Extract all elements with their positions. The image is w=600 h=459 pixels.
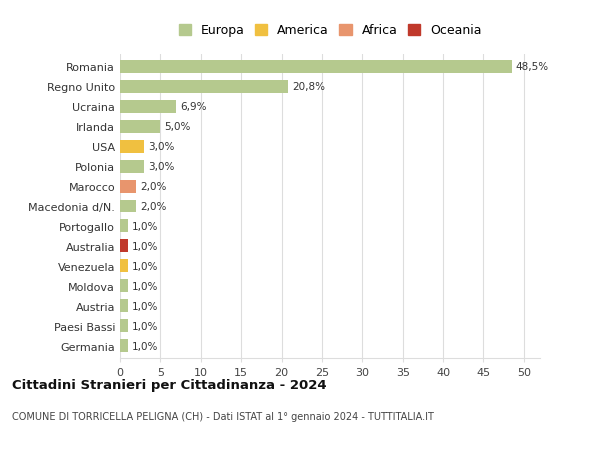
Bar <box>120 160 144 173</box>
Text: 1,0%: 1,0% <box>132 261 158 271</box>
Bar <box>120 260 128 273</box>
Bar <box>120 180 136 193</box>
Bar <box>120 220 128 233</box>
Text: 1,0%: 1,0% <box>132 321 158 331</box>
Legend: Europa, America, Africa, Oceania: Europa, America, Africa, Oceania <box>176 22 484 40</box>
Text: 2,0%: 2,0% <box>140 182 167 191</box>
Text: 5,0%: 5,0% <box>164 122 191 132</box>
Bar <box>120 101 176 113</box>
Bar <box>120 300 128 313</box>
Bar <box>120 140 144 153</box>
Text: 1,0%: 1,0% <box>132 301 158 311</box>
Bar <box>120 61 512 73</box>
Text: 3,0%: 3,0% <box>148 162 175 172</box>
Bar <box>120 280 128 293</box>
Bar <box>120 200 136 213</box>
Text: 1,0%: 1,0% <box>132 341 158 351</box>
Text: 48,5%: 48,5% <box>516 62 549 72</box>
Text: 1,0%: 1,0% <box>132 241 158 252</box>
Bar <box>120 319 128 333</box>
Text: COMUNE DI TORRICELLA PELIGNA (CH) - Dati ISTAT al 1° gennaio 2024 - TUTTITALIA.I: COMUNE DI TORRICELLA PELIGNA (CH) - Dati… <box>12 411 434 421</box>
Text: 2,0%: 2,0% <box>140 202 167 212</box>
Text: 1,0%: 1,0% <box>132 281 158 291</box>
Bar <box>120 120 160 133</box>
Bar <box>120 340 128 353</box>
Bar <box>120 240 128 253</box>
Text: 6,9%: 6,9% <box>180 102 206 112</box>
Bar <box>120 80 288 94</box>
Text: 3,0%: 3,0% <box>148 142 175 152</box>
Text: 20,8%: 20,8% <box>292 82 325 92</box>
Text: 1,0%: 1,0% <box>132 222 158 231</box>
Text: Cittadini Stranieri per Cittadinanza - 2024: Cittadini Stranieri per Cittadinanza - 2… <box>12 379 326 392</box>
